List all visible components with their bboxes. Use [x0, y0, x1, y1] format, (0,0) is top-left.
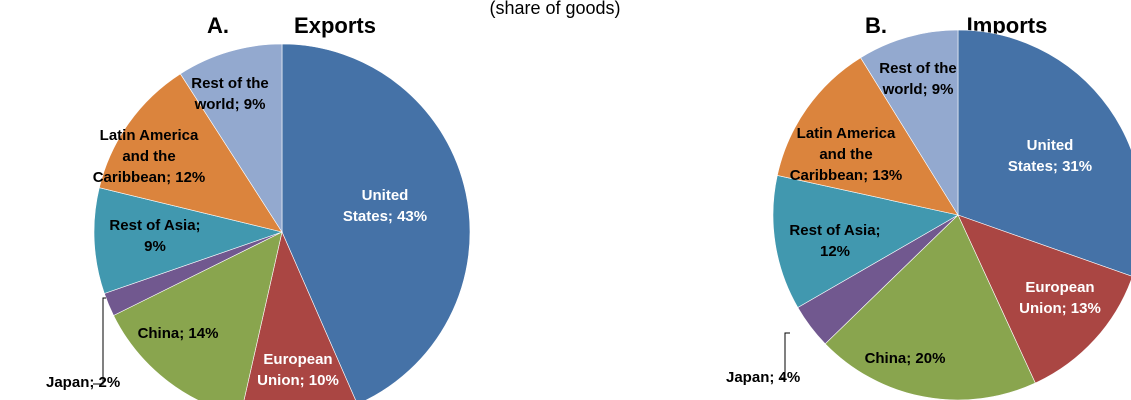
pie-slice-latin-america-caribbean	[98, 73, 283, 233]
figure-header-fragment: (share of goods)	[489, 0, 620, 18]
slice-label-european-union: European Union; 10%	[257, 351, 339, 389]
pie-chart-exports: A. Exports United States; 43% European Unio…	[46, 13, 471, 400]
slice-label-united-states: United States; 43%	[343, 187, 427, 225]
leader-line-japan	[93, 297, 106, 385]
slice-label-rest-of-asia: Rest of Asia; 9%	[109, 217, 200, 255]
slice-label-japan: Japan; 4%	[726, 369, 800, 386]
pie-slice-rest-of-world	[179, 43, 283, 234]
slice-label-latin-america-caribbean: Latin America and the Caribbean; 13%	[790, 125, 903, 184]
pie-slice-european-union	[957, 214, 1131, 384]
pie-slice-european-union	[243, 231, 356, 400]
chart-title-exports: Exports	[294, 13, 376, 38]
pie-slice-latin-america-caribbean	[776, 57, 959, 216]
panel-letter-b: B.	[865, 13, 887, 38]
pie-slice-rest-of-asia	[772, 175, 959, 308]
pie-slice-rest-of-world	[860, 29, 959, 217]
pie-slice-rest-of-asia	[93, 187, 284, 294]
slice-label-united-states: United States; 31%	[1008, 137, 1092, 175]
pie-slice-china	[113, 231, 283, 400]
leader-line-japan	[781, 332, 790, 379]
panel-letter-a: A.	[207, 13, 229, 38]
slice-label-china: China; 20%	[865, 350, 946, 367]
slice-label-rest-of-world: Rest of the world; 9%	[191, 75, 269, 113]
slice-label-rest-of-world: Rest of the world; 9%	[879, 60, 957, 98]
pie-slice-united-states	[957, 29, 1131, 277]
pie-slice-china	[824, 214, 1036, 400]
slice-label-japan: Japan; 2%	[46, 374, 120, 391]
slice-label-rest-of-asia: Rest of Asia; 12%	[789, 222, 880, 260]
pie-chart-imports: B. Imports United States; 31%European Unio…	[726, 13, 1131, 400]
pie-slice-united-states	[281, 43, 471, 400]
slice-label-european-union: European Union; 13%	[1019, 279, 1101, 317]
slice-label-latin-america-caribbean: Latin America and the Caribbean; 12%	[93, 127, 206, 186]
slice-label-china: China; 14%	[138, 325, 219, 342]
